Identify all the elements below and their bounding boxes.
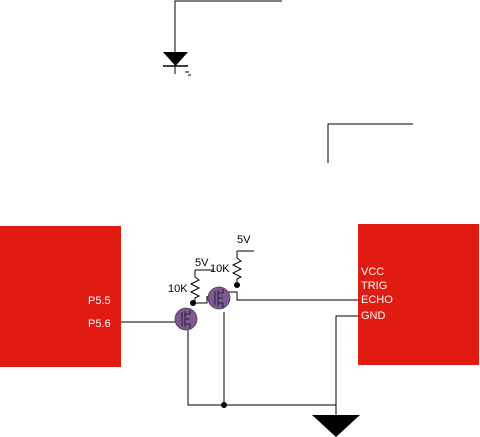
left-supply-label: 5V (195, 257, 209, 269)
resistor-icon (231, 257, 243, 285)
mcu-pin-p56: P5.6 (88, 318, 111, 330)
wiring (121, 291, 358, 415)
led-icon (163, 52, 191, 76)
mosfet-icon (174, 307, 198, 331)
sensor-pin-vcc: VCC (361, 266, 384, 278)
top-wire (174, 0, 282, 52)
wire-gnd-pin-to-ground (335, 315, 358, 415)
wire-echo-to-node (227, 291, 358, 301)
resistor-icon (189, 276, 201, 303)
sensor-block (358, 224, 479, 365)
right-pullup-network: 5V 10K (210, 234, 254, 285)
top-led-branch (163, 0, 282, 76)
mcu-block (0, 226, 121, 367)
right-supply-label: 5V (237, 234, 251, 246)
sensor-pin-trig: TRIG (361, 280, 387, 292)
ground-icon (312, 415, 360, 437)
wire-left-pullup-to-q2 (193, 296, 208, 304)
sensor-pin-echo: ECHO (361, 294, 393, 306)
wire-q1-to-gnd-bus (187, 330, 336, 406)
mcu-pin-p55: P5.5 (88, 295, 111, 307)
mosfet-icon (207, 286, 231, 310)
left-pullup-network: 5V 10K (168, 257, 214, 303)
right-resistor-label: 10K (210, 263, 230, 275)
sensor-pin-gnd: GND (361, 310, 386, 322)
junction-ground-bus (221, 402, 227, 408)
middle-wire (327, 123, 413, 163)
left-resistor-label: 10K (168, 283, 188, 295)
